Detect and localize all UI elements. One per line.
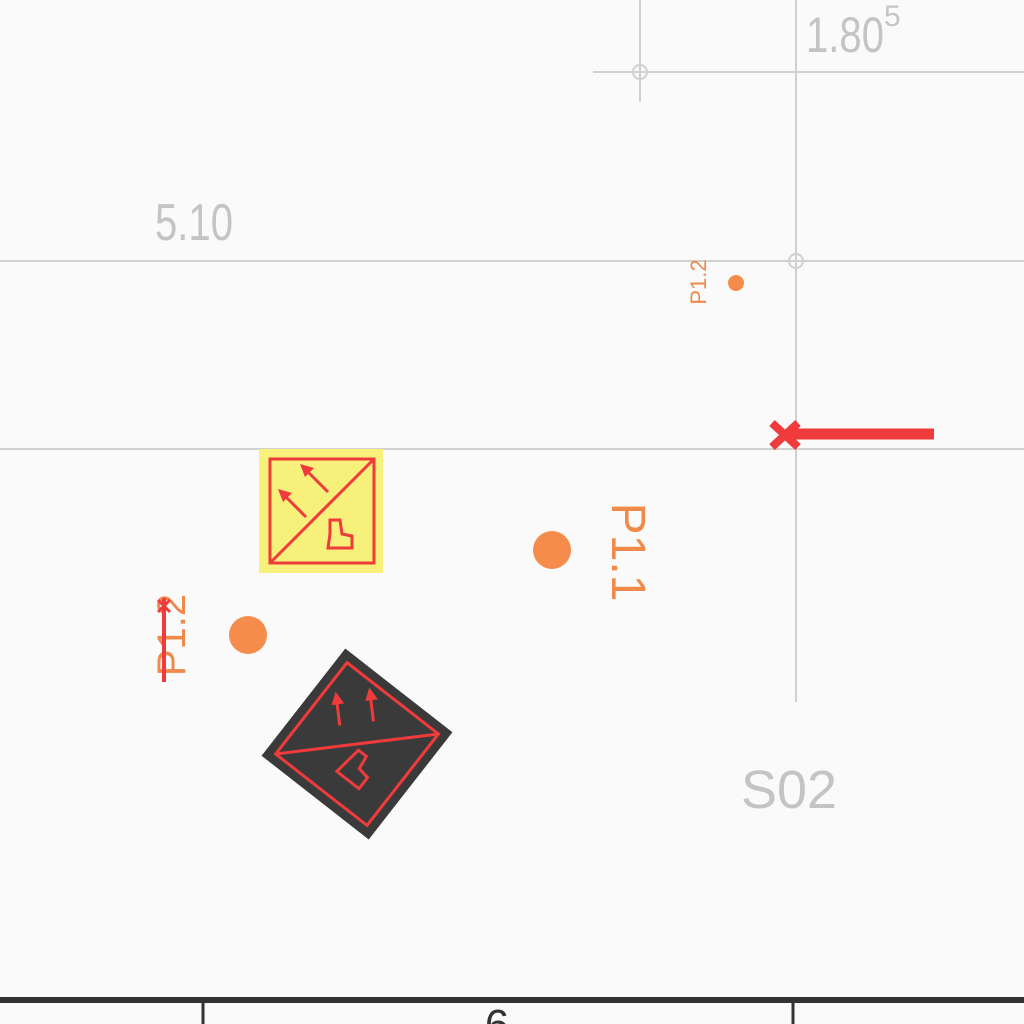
- dimension-label-left: 5.10: [155, 194, 233, 252]
- bottom-frame: [0, 997, 1024, 1024]
- space-code-label: S02: [741, 760, 837, 820]
- point-marker-large: [533, 531, 571, 569]
- point-marker-small: [728, 275, 744, 291]
- point-label-small: P1.2: [686, 259, 711, 304]
- emergency-exit-sign-icon: [273, 660, 441, 828]
- axis-mark-label: 6: [485, 1001, 509, 1024]
- point-label-large: P1.1: [601, 503, 654, 602]
- emergency-exit-sign-icon: [268, 457, 376, 565]
- dimension-superscript: 5: [884, 0, 901, 33]
- cross-icon: [769, 420, 801, 450]
- grid-node-top: [632, 64, 648, 80]
- grid-lines: [0, 0, 1024, 702]
- red-tick-marker: [156, 598, 172, 682]
- emergency-exit-sign-dark[interactable]: [261, 648, 453, 840]
- point-label-left: P1.2: [150, 594, 194, 676]
- dimension-label-top-right: 1.80: [806, 7, 884, 63]
- grid-node-middle: [788, 253, 804, 269]
- red-cross-marker: [769, 420, 934, 450]
- emergency-exit-sign-yellow[interactable]: [259, 449, 383, 573]
- point-marker-left: [229, 616, 267, 654]
